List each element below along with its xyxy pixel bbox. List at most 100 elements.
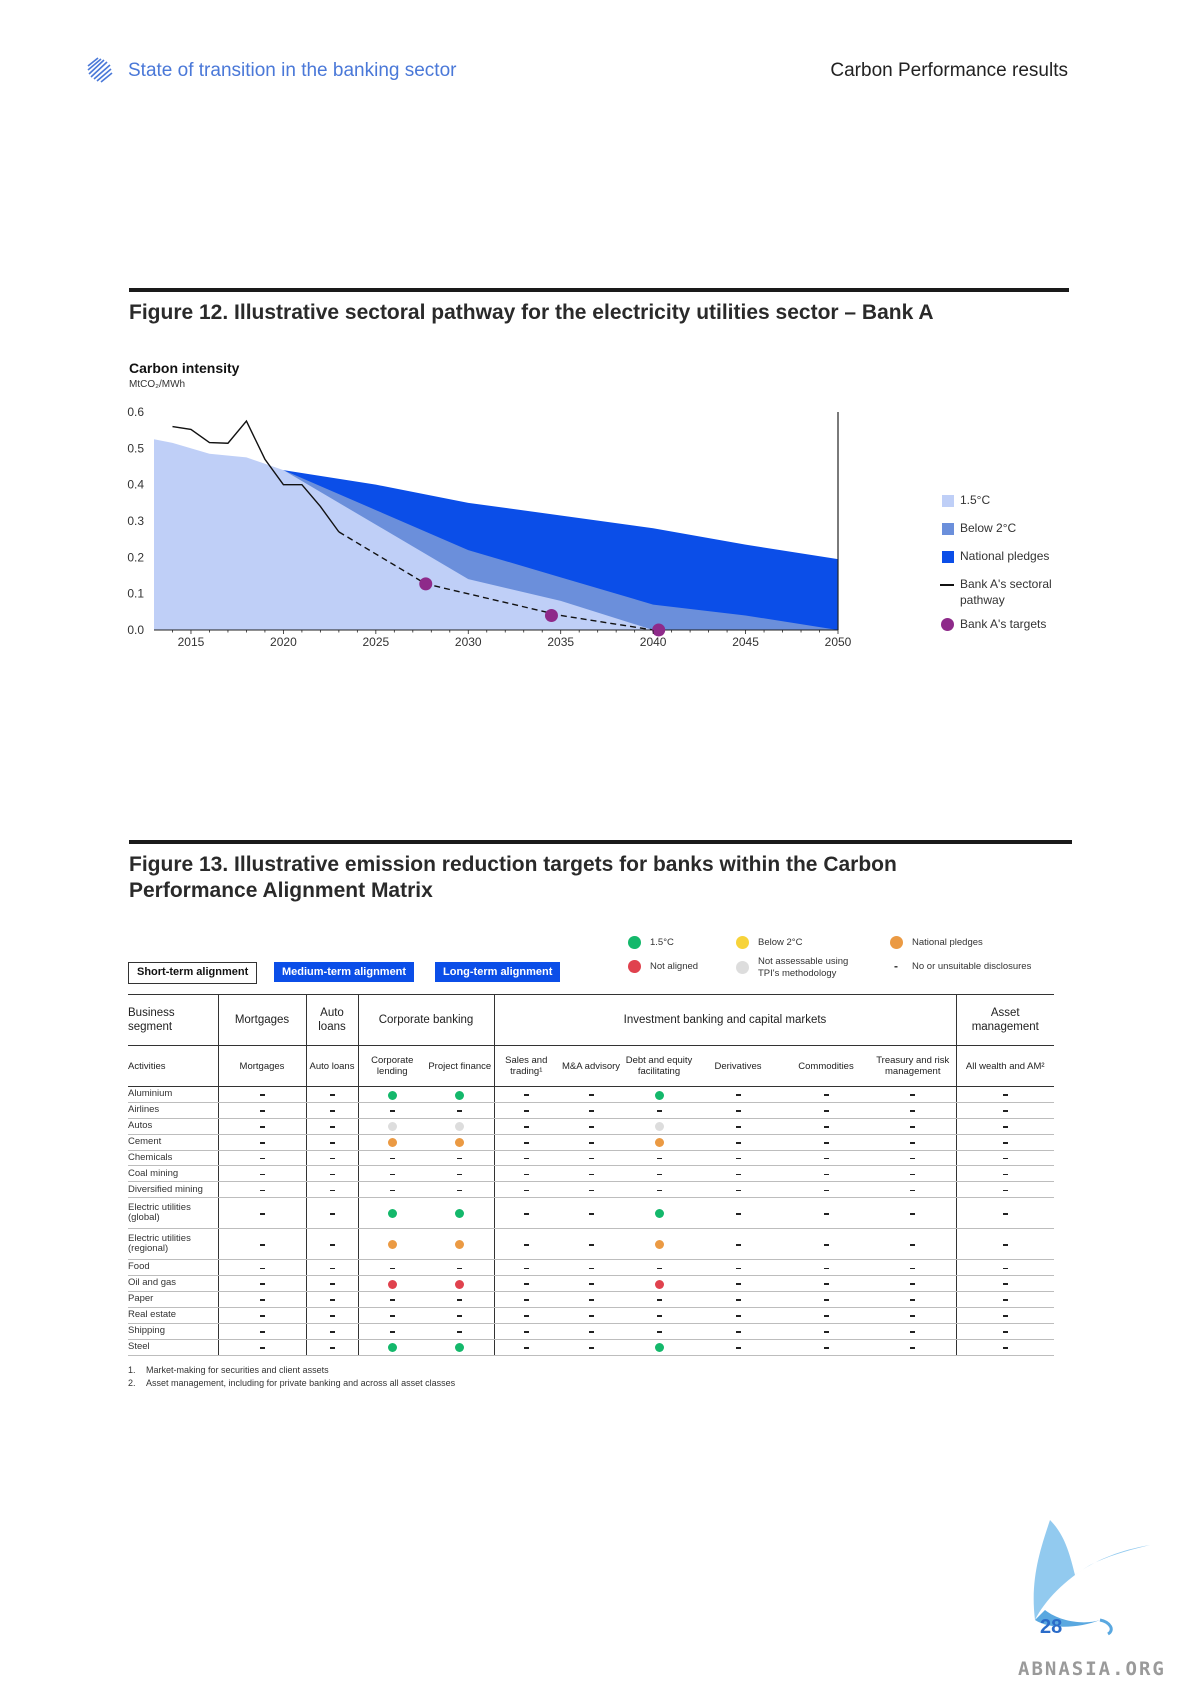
matrix-cell [558,1323,624,1340]
matrix-cell [782,1165,870,1183]
matrix-cell [782,1323,870,1340]
y-tick-label: 0.0 [127,623,144,637]
chart-ylabel: MtCO₂/MWh [129,379,186,390]
legend-swatch-1-5c [942,495,954,507]
matrix-cell [358,1275,426,1293]
matrix-cell [426,1291,495,1308]
matrix-cell [494,1102,558,1119]
dash-icon [389,1157,395,1160]
matrix-cell [358,1181,426,1199]
matrix-cell [782,1307,870,1324]
dash-icon [588,1173,594,1176]
dash-icon [588,1157,594,1160]
legend-swatch-national-pledges [942,551,954,563]
matrix-cell [624,1086,694,1103]
dash-icon [259,1094,265,1096]
dash-icon [523,1299,529,1301]
dash-icon [1002,1267,1008,1270]
activity-header-first: Activities [128,1045,219,1087]
matrix-cell [358,1118,426,1135]
footnote: 2. Asset management, including for privat… [128,1377,455,1390]
matrix-cell [558,1275,624,1293]
matrix-cell [956,1275,1054,1293]
dash-icon [1002,1173,1008,1176]
dash-icon [1002,1094,1008,1096]
table-row: Autos [128,1118,1054,1135]
matrix-cell [306,1291,359,1308]
matrix-legend-1-5c: 1.5°C [628,936,674,949]
sector-label: Shipping [128,1323,219,1340]
dash-icon [910,1244,916,1246]
matrix-cell [956,1150,1054,1167]
carbon-intensity-chart: 2015 2020 2025 2030 2035 2040 2045 2050 0.0 0.1 0.… [127,405,851,649]
dash-icon [523,1189,529,1192]
matrix-cell [218,1291,307,1308]
dash-icon [329,1141,335,1144]
activity-commodities: Commodities [782,1045,870,1087]
matrix-cell [558,1339,624,1356]
sector-label: Steel [128,1339,219,1356]
watermark: ABNASIA.ORG [1018,1658,1166,1680]
dash-icon [389,1189,395,1192]
medium-term-alignment-tag: Medium-term alignment [274,962,415,982]
figure13-title: Figure 13. Illustrative emission reducti… [129,852,897,904]
dash-icon [389,1299,395,1301]
dash-icon [823,1299,829,1301]
matrix-cell [426,1275,495,1293]
figure13-title-line2: Performance Alignment Matrix [129,879,433,902]
dash-icon [588,1141,594,1144]
x-tick-label: 2045 [732,635,759,649]
table-row: Aluminium [128,1086,1054,1103]
dash-icon [910,1094,916,1096]
matrix-cell [426,1150,495,1167]
dash-icon [259,1189,265,1192]
dash-icon [259,1267,265,1270]
dash-icon [823,1315,829,1317]
dash-icon [735,1299,741,1301]
dash-icon [735,1283,741,1285]
matrix-cell [624,1150,694,1167]
matrix-cell [870,1165,957,1183]
status-dot-icon [387,1122,397,1132]
matrix-cell [870,1307,957,1324]
section-title: Carbon Performance results [830,60,1068,81]
activity-treasury: Treasury and risk management [870,1045,957,1087]
sector-label: Diversified mining [128,1181,219,1199]
alignment-matrix-table: Business segment Mortgages Auto loans Co… [128,994,1054,1356]
matrix-cell [870,1291,957,1308]
dash-icon [656,1157,662,1160]
dash-icon [823,1346,829,1349]
dash-icon [523,1126,529,1128]
dash-icon [1002,1283,1008,1285]
matrix-cell [494,1150,558,1167]
matrix-cell [494,1275,558,1293]
sector-label: Airlines [128,1102,219,1119]
segment-auto-loans: Auto loans [306,994,359,1046]
stripes-logo-icon [87,57,113,83]
matrix-cell [306,1323,359,1340]
dash-icon [523,1283,529,1285]
segment-header-row: Business segment Mortgages Auto loans Co… [128,994,1054,1046]
matrix-cell [494,1228,558,1261]
figure13-rule [129,840,1072,844]
matrix-cell [624,1181,694,1199]
y-tick-label: 0.3 [127,514,144,528]
sector-label: Food [128,1259,219,1277]
matrix-cell [494,1165,558,1183]
dash-icon [259,1213,265,1215]
matrix-cell [494,1339,558,1356]
dash-icon [910,1346,916,1349]
dash-icon [910,1331,916,1333]
matrix-cell [956,1181,1054,1199]
matrix-cell [358,1150,426,1167]
matrix-cell [218,1134,307,1151]
table-row: Real estate [128,1307,1054,1324]
legend-label: Bank A's sectoral pathway [960,577,1052,607]
dash-icon [1002,1315,1008,1317]
matrix-cell [358,1228,426,1261]
series-line-pathway-projected [338,531,654,631]
status-dot-icon [736,961,749,974]
matrix-legend-no-disclosures: - No or unsuitable disclosures [890,960,1031,973]
matrix-cell [782,1228,870,1261]
dash-icon [457,1267,463,1270]
